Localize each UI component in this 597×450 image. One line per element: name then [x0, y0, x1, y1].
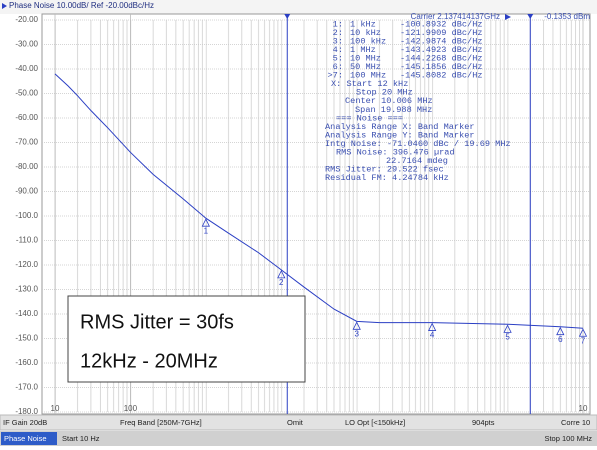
- marker: [201, 218, 211, 227]
- band-flag: [284, 14, 291, 19]
- marker-label: 5: [505, 332, 510, 341]
- status-item: Corre 10: [561, 418, 590, 427]
- status-bar: [0, 414, 597, 431]
- marker-label: 1: [204, 226, 209, 235]
- header-title: Phase Noise 10.00dB/ Ref -20.00dBc/Hz: [9, 1, 154, 10]
- y-tick-label: -30.00: [15, 40, 38, 49]
- y-tick-label: -160.0: [15, 358, 38, 367]
- readout-value: -121.9909 dBc/Hz: [400, 28, 483, 38]
- analysis-line: === Noise ===: [336, 113, 403, 123]
- status-item: IF Gain 20dB: [3, 418, 47, 427]
- x-tick-label: 10: [51, 404, 60, 413]
- status-item: 904pts: [472, 418, 495, 427]
- analysis-line: Span 19.988 MHz: [355, 105, 432, 115]
- trace: [54, 73, 584, 329]
- readout-freq: 10 kHz: [350, 28, 381, 38]
- readout-id: 2:: [333, 28, 343, 38]
- marker: [427, 322, 437, 331]
- trace-icon: [2, 3, 7, 9]
- analysis-line: X: Start 12 kHz: [331, 79, 408, 89]
- analysis-line: RMS Noise: 396.476 µrad: [336, 148, 455, 158]
- y-tick-label: -180.0: [15, 407, 38, 416]
- analysis-line: RMS Jitter: 29.522 fsec: [325, 165, 444, 175]
- readout-freq: 1 kHz: [350, 19, 376, 29]
- band-flag: [527, 14, 534, 19]
- start: Start 10 Hz: [62, 434, 100, 443]
- readout-id: 3:: [333, 36, 343, 46]
- readout-value: -142.9874 dBc/Hz: [400, 36, 483, 46]
- mode-tab[interactable]: [1, 432, 57, 445]
- readout-freq: 50 MHz: [350, 62, 381, 72]
- marker-label: 3: [354, 329, 359, 338]
- readout-id: 6:: [333, 62, 343, 72]
- y-tick-label: -130.0: [15, 285, 38, 294]
- y-tick-label: -140.0: [15, 309, 38, 318]
- readout-freq: 10 MHz: [350, 53, 381, 63]
- marker-label: 7: [581, 336, 586, 345]
- x-tick-label: 10: [579, 404, 588, 413]
- header-bar: [0, 0, 597, 14]
- y-tick-label: -50.00: [15, 89, 38, 98]
- status-item: Omit: [287, 418, 304, 427]
- marker-label: 6: [558, 335, 563, 344]
- readout-value: -100.8932 dBc/Hz: [400, 19, 483, 29]
- readout-freq: 1 MHz: [350, 45, 376, 55]
- y-tick-label: -120.0: [15, 260, 38, 269]
- y-tick-label: -70.00: [15, 138, 38, 147]
- analysis-line: Residual FM: 4.24784 kHz: [325, 173, 449, 183]
- y-tick-label: -20.00: [15, 15, 38, 24]
- readout-freq: 100 MHz: [350, 71, 386, 81]
- marker: [277, 269, 286, 279]
- marker: [503, 324, 512, 333]
- analysis-line: Intg Noise: -71.0460 dBc / 19.69 MHz: [325, 139, 511, 149]
- annotation: 12kHz - 20MHz: [80, 350, 218, 372]
- marker: [352, 321, 361, 330]
- readout-id: >7:: [328, 71, 343, 81]
- readout-value: -143.4923 dBc/Hz: [400, 45, 483, 55]
- mode[interactable]: Phase Noise: [4, 434, 47, 443]
- status-item: LO Opt [<150kHz]: [345, 418, 405, 427]
- y-tick-label: -170.0: [15, 383, 38, 392]
- y-tick-label: -40.00: [15, 64, 38, 73]
- readout-id: 4:: [333, 45, 343, 55]
- y-tick-label: -100.0: [15, 211, 38, 220]
- analysis-line: Analysis Range X: Band Marker: [325, 122, 475, 132]
- readout-id: 5:: [333, 53, 343, 63]
- marker: [578, 328, 588, 337]
- analysis-line: 22.7164 mdeg: [386, 156, 448, 166]
- marker: [556, 326, 565, 336]
- analysis-line: Analysis Range Y: Band Marker: [325, 130, 475, 140]
- analysis-line: Center 10.006 MHz: [345, 96, 433, 106]
- readout-value: -145.8082 dBc/Hz: [400, 71, 483, 81]
- readout-value: -145.1856 dBc/Hz: [400, 62, 483, 72]
- carrier-power: -0.1353 dBm: [544, 12, 590, 21]
- status-item: Freq Band [250M-7GHz]: [120, 418, 202, 427]
- marker-label: 2: [279, 278, 284, 287]
- analysis-line: Stop 20 MHz: [356, 88, 413, 98]
- y-tick-label: -90.00: [15, 187, 38, 196]
- y-tick-label: -110.0: [16, 236, 39, 245]
- carrier: Carrier 2.137414137GHz: [411, 12, 500, 21]
- annotation: RMS Jitter = 30fs: [80, 311, 234, 333]
- footer-bar: [0, 431, 597, 446]
- marker-label: 4: [430, 331, 435, 340]
- y-tick-label: -150.0: [15, 334, 38, 343]
- y-tick-label: -80.00: [15, 162, 38, 171]
- readout-value: -144.2268 dBc/Hz: [400, 53, 483, 63]
- x-tick-label: 100: [124, 404, 138, 413]
- y-tick-label: -60.00: [15, 113, 38, 122]
- annotation-box: [67, 295, 306, 383]
- carrier-marker: [505, 14, 511, 20]
- stop: Stop 100 MHz: [544, 434, 592, 443]
- readout-freq: 100 kHz: [350, 36, 386, 46]
- readout-id: 1:: [333, 19, 343, 29]
